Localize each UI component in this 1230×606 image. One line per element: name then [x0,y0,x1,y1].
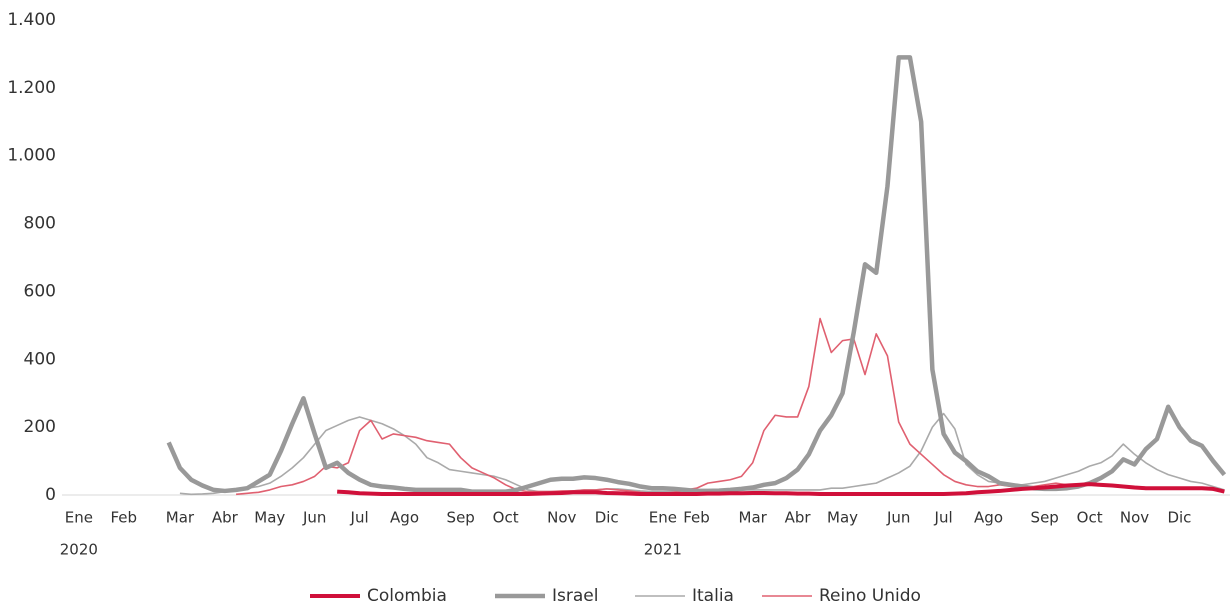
y-tick-label: 1.200 [7,78,56,98]
x-group-label: 2021 [644,541,682,559]
x-tick-label: Oct [493,509,519,527]
x-tick-label: Ago [974,509,1003,527]
y-tick-label: 400 [24,349,56,369]
legend-label: Reino Unido [819,586,921,606]
x-tick-label: Jul [934,509,953,527]
x-tick-label: Oct [1077,509,1103,527]
x-tick-label: Abr [785,509,812,527]
legend-label: Israel [552,586,598,606]
x-group-label: 2020 [60,541,98,559]
x-tick-label: Feb [110,509,137,527]
series-line [166,55,1227,494]
legend-label: Colombia [367,586,447,606]
x-tick-label: Feb [683,509,710,527]
x-tick-label: Mar [739,509,768,527]
x-tick-label: May [254,509,285,527]
x-tick-label: Jun [886,509,910,527]
x-tick-label: Mar [166,509,195,527]
x-tick-label: Jul [350,509,369,527]
x-tick-label: Dic [595,509,619,527]
y-tick-label: 600 [24,281,56,301]
x-tick-label: Sep [1031,509,1059,527]
series-line [179,412,1225,496]
y-tick-label: 0 [45,485,56,505]
x-tick-label: Abr [212,509,239,527]
y-tick-label: 200 [24,417,56,437]
x-tick-label: Sep [447,509,475,527]
x-tick-label: Nov [547,509,576,527]
y-tick-label: 1.000 [7,146,56,166]
x-tick-label: Ene [65,509,93,527]
y-tick-label: 800 [24,214,56,234]
x-tick-label: Dic [1167,509,1191,527]
legend-label: Italia [692,586,734,606]
x-tick-label: May [827,509,858,527]
y-tick-label: 1.400 [7,10,56,30]
x-tick-label: Nov [1120,509,1149,527]
x-tick-label: Ene [649,509,677,527]
x-tick-label: Jun [302,509,326,527]
series-line [337,482,1225,496]
x-tick-label: Ago [390,509,419,527]
series-line [236,317,1225,496]
